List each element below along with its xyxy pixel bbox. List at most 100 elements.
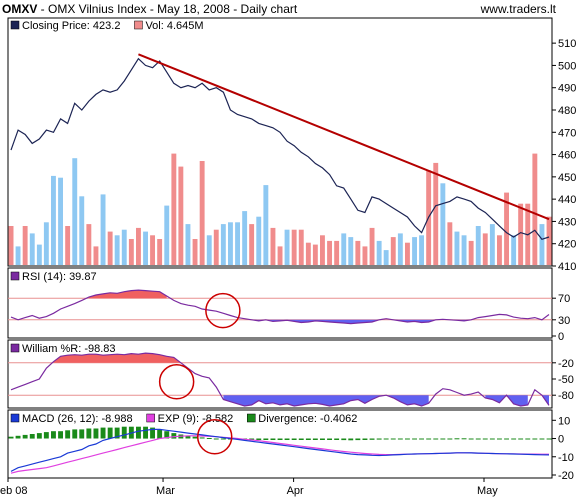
volume-bar bbox=[348, 237, 354, 265]
legend-label: William %R: -98.83 bbox=[22, 343, 116, 355]
divergence-bar bbox=[539, 438, 545, 440]
site-link[interactable]: www.traders.lt bbox=[480, 2, 556, 16]
volume-bar bbox=[93, 246, 99, 265]
volume-bar bbox=[539, 224, 545, 265]
divergence-bar bbox=[348, 438, 354, 441]
x-tick-label: May bbox=[477, 485, 498, 497]
volume-bar bbox=[447, 222, 453, 265]
divergence-bar bbox=[150, 427, 155, 439]
volume-bar bbox=[86, 224, 92, 265]
legend-label: Closing Price: 423.2 bbox=[22, 20, 120, 32]
divergence-bar bbox=[15, 435, 21, 439]
divergence-bar bbox=[58, 431, 63, 439]
divergence-bar bbox=[157, 429, 163, 439]
volume-bar bbox=[405, 242, 410, 265]
rsi-frame bbox=[7, 267, 553, 339]
volume-bar bbox=[199, 161, 205, 265]
divergence-bar bbox=[412, 438, 417, 440]
divergence-bar bbox=[51, 431, 56, 439]
volume-bar bbox=[419, 235, 424, 265]
williams-overbought-fill bbox=[53, 353, 181, 363]
volume-bar bbox=[79, 196, 85, 265]
volume-bar bbox=[383, 250, 389, 265]
chart-header: OMXV - OMX Vilnius Index - May 18, 2008 … bbox=[0, 0, 580, 18]
x-tick-label: eb 08 bbox=[0, 485, 28, 497]
y-tick-label: 440 bbox=[558, 194, 576, 206]
divergence-bar bbox=[143, 426, 148, 439]
index-symbol: OMXV bbox=[2, 2, 38, 16]
rsi-panel: 0 30 70 RSI (14): 39.87 bbox=[7, 267, 570, 343]
y-tick-label: -80 bbox=[558, 390, 574, 402]
legend-swatch bbox=[10, 343, 20, 353]
divergence-bar bbox=[270, 438, 276, 440]
volume-bar bbox=[220, 224, 226, 265]
volume-bar bbox=[284, 229, 290, 265]
volume-bar bbox=[128, 239, 134, 265]
volume-bar bbox=[475, 226, 481, 265]
volume-bar bbox=[29, 233, 35, 265]
divergence-bar bbox=[305, 438, 311, 440]
divergence-bar bbox=[72, 429, 78, 439]
chart-title: OMXV - OMX Vilnius Index - May 18, 2008 … bbox=[2, 0, 297, 18]
divergence-bar bbox=[185, 435, 191, 439]
divergence-bar bbox=[532, 438, 538, 440]
y-tick-label: 420 bbox=[558, 239, 576, 251]
legend-swatch bbox=[146, 413, 155, 423]
volume-bar bbox=[157, 239, 163, 265]
divergence-bar bbox=[136, 426, 141, 439]
legend-label: EXP (9): -8.582 bbox=[158, 413, 234, 425]
divergence-bar bbox=[86, 428, 92, 439]
volume-bar bbox=[298, 229, 304, 265]
legend-label: MACD (26, 12): -8.988 bbox=[22, 413, 133, 425]
divergence-bar bbox=[461, 438, 467, 440]
y-tick-label: 480 bbox=[558, 105, 576, 117]
divergence-bar bbox=[447, 438, 453, 440]
volume-bar bbox=[136, 227, 141, 265]
divergence-bar bbox=[376, 438, 382, 440]
price-frame bbox=[7, 17, 553, 267]
annotation-circle bbox=[205, 292, 241, 329]
divergence-bar bbox=[334, 438, 340, 440]
volume-bar bbox=[546, 216, 552, 265]
divergence-bar bbox=[100, 427, 106, 439]
macd-panel: -20 -10 0 10 MACD (26, 12): -8.988 EXP (9): -… bbox=[7, 409, 574, 482]
y-tick-label: -20 bbox=[558, 470, 574, 482]
x-tick-label: Apr bbox=[287, 485, 304, 497]
divergence-bar bbox=[29, 434, 35, 439]
volume-bar bbox=[143, 231, 148, 265]
y-tick-label: 430 bbox=[558, 216, 576, 228]
divergence-bar bbox=[433, 438, 439, 440]
y-tick-label: 70 bbox=[558, 293, 570, 305]
y-tick-label: -20 bbox=[558, 358, 574, 370]
volume-bar bbox=[433, 162, 439, 265]
volume-bar bbox=[518, 203, 524, 265]
legend-swatch bbox=[10, 413, 20, 423]
volume-bar bbox=[150, 235, 155, 265]
williams-line bbox=[10, 352, 550, 407]
divergence-bar bbox=[383, 438, 389, 440]
volume-bar bbox=[482, 233, 488, 265]
divergence-bar bbox=[355, 438, 361, 441]
divergence-bar bbox=[291, 438, 297, 440]
divergence-bar bbox=[263, 438, 269, 440]
volume-bar bbox=[100, 194, 106, 265]
volume-bar bbox=[263, 185, 269, 265]
volume-bar bbox=[213, 229, 219, 265]
divergence-bar bbox=[320, 438, 325, 440]
volume-bar bbox=[185, 224, 191, 265]
volume-bar bbox=[305, 242, 311, 265]
volume-bar bbox=[397, 233, 403, 265]
volume-bar bbox=[320, 235, 325, 265]
rsi-oversold-fill bbox=[251, 319, 380, 324]
y-tick-label: 490 bbox=[558, 83, 576, 95]
legend-label: Divergence: -0.4062 bbox=[258, 413, 357, 425]
volume-bar bbox=[376, 240, 382, 265]
volume-bar bbox=[489, 224, 495, 265]
legend-swatch bbox=[10, 20, 20, 30]
volume-bar bbox=[228, 222, 233, 265]
divergence-bar bbox=[426, 438, 432, 440]
annotation-circle bbox=[158, 363, 195, 400]
volume-bar bbox=[235, 222, 240, 265]
volume-bar bbox=[249, 224, 255, 265]
